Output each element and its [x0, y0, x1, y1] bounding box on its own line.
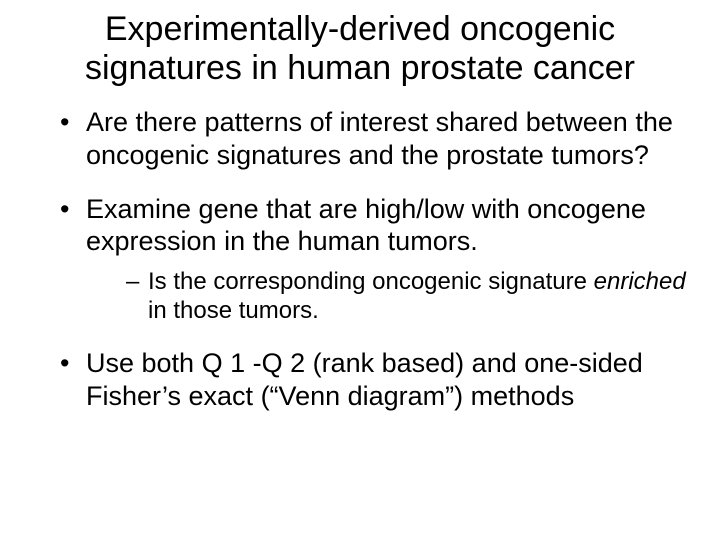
sub-bullet-text-b: in those tumors. — [148, 297, 319, 324]
sub-bullet-em: enriched — [594, 268, 686, 295]
sub-bullet-item: Is the corresponding oncogenic signature… — [126, 268, 700, 326]
bullet-item-1: Are there patterns of interest shared be… — [60, 106, 700, 171]
bullet-text: Are there patterns of interest shared be… — [86, 107, 673, 169]
bullet-text: Examine gene that are high/low with onco… — [86, 194, 646, 256]
sub-bullet-list: Is the corresponding oncogenic signature… — [86, 268, 700, 326]
slide-title: Experimentally-derived oncogenic signatu… — [20, 10, 700, 88]
bullet-list: Are there patterns of interest shared be… — [20, 106, 700, 412]
slide: Experimentally-derived oncogenic signatu… — [0, 0, 720, 540]
bullet-item-3: Use both Q 1 -Q 2 (rank based) and one-s… — [60, 347, 700, 412]
bullet-text: Use both Q 1 -Q 2 (rank based) and one-s… — [86, 348, 643, 410]
sub-bullet-text-a: Is the corresponding oncogenic signature — [148, 268, 594, 295]
bullet-item-2: Examine gene that are high/low with onco… — [60, 193, 700, 325]
